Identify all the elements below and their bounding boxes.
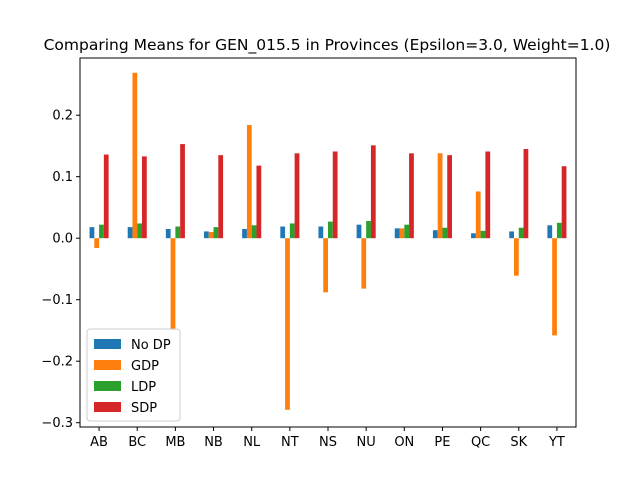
y-tick-label: −0.3: [41, 416, 73, 431]
bar-sk-gdp: [514, 238, 519, 276]
x-tick-label: NS: [319, 435, 337, 450]
bar-mb-sdp: [180, 144, 185, 239]
bar-ns-ldp: [328, 221, 333, 239]
bar-on-gdp: [399, 228, 405, 239]
legend-swatch-ldp: [94, 381, 121, 391]
bar-nu-no-dp: [356, 224, 362, 239]
bar-sk-ldp: [518, 227, 524, 239]
y-tick-label: 0.0: [52, 232, 73, 247]
bar-qc-ldp: [480, 230, 486, 239]
bar-on-ldp: [404, 224, 410, 239]
x-tick-label: YT: [548, 435, 565, 450]
x-tick-label: NL: [243, 435, 261, 450]
bar-nt-ldp: [289, 223, 295, 239]
bar-ab-ldp: [99, 224, 104, 239]
y-tick-label: 0.1: [52, 170, 73, 185]
y-axis: −0.3 −0.2 −0.1 0.0 0.1 0.2: [41, 109, 80, 431]
bar-yt-no-dp: [547, 225, 553, 239]
legend-label: No DP: [131, 338, 171, 353]
x-tick-label: MB: [165, 435, 185, 450]
plot-frame: [79, 57, 577, 428]
bar-nu-sdp: [370, 145, 376, 239]
legend: No DP GDP LDP SDP: [86, 328, 181, 422]
bar-pe-no-dp: [432, 230, 438, 239]
legend-swatch-sdp: [94, 402, 121, 412]
x-tick-label: NU: [357, 435, 376, 450]
x-tick-label: QC: [471, 435, 490, 450]
bars-group: [89, 72, 567, 410]
bar-yt-gdp: [552, 238, 557, 336]
bar-nu-ldp: [366, 220, 371, 239]
bar-nb-ldp: [213, 227, 219, 239]
bar-ab-sdp: [103, 154, 109, 239]
bar-nu-gdp: [361, 238, 367, 289]
bar-ns-gdp: [323, 238, 328, 293]
x-tick-label: ON: [394, 435, 414, 450]
bar-nb-sdp: [218, 155, 224, 239]
bar-sk-sdp: [523, 149, 529, 239]
y-tick-label: −0.2: [41, 355, 73, 370]
bar-qc-gdp: [475, 191, 481, 239]
bar-bc-sdp: [142, 156, 147, 239]
bar-on-sdp: [409, 153, 414, 239]
bar-yt-sdp: [561, 166, 567, 239]
bar-nt-no-dp: [280, 226, 286, 239]
bar-yt-ldp: [556, 222, 562, 239]
x-tick-label: NT: [281, 435, 299, 450]
legend-swatch-no-dp: [94, 339, 121, 349]
bar-nl-sdp: [256, 165, 262, 239]
bar-bc-no-dp: [127, 227, 133, 239]
bar-ab-gdp: [94, 238, 100, 249]
legend-label: GDP: [131, 359, 159, 374]
bar-bc-ldp: [137, 223, 142, 239]
bar-mb-no-dp: [165, 228, 171, 239]
bar-nl-no-dp: [242, 228, 247, 239]
bar-pe-sdp: [447, 155, 452, 239]
x-axis: AB BC MB NB NL NT NS NU ON PE QC SK YT: [90, 427, 565, 450]
legend-label: SDP: [131, 401, 157, 416]
x-tick-label: PE: [434, 435, 450, 450]
bar-nb-no-dp: [204, 231, 209, 239]
bar-qc-no-dp: [471, 233, 476, 239]
legend-swatch-gdp: [94, 360, 121, 370]
bar-mb-ldp: [175, 226, 181, 239]
legend-label: LDP: [131, 380, 156, 395]
y-tick-label: 0.2: [52, 109, 73, 124]
bar-nb-gdp: [208, 232, 214, 239]
bar-nl-ldp: [251, 225, 257, 239]
bar-pe-gdp: [437, 153, 443, 239]
bar-ns-sdp: [332, 151, 338, 239]
bar-nt-sdp: [294, 153, 300, 239]
bar-pe-ldp: [442, 227, 448, 239]
x-tick-label: NB: [204, 435, 223, 450]
legend-box: [86, 328, 181, 422]
bar-ns-no-dp: [318, 226, 324, 239]
bar-nl-gdp: [246, 125, 252, 239]
bar-bc-gdp: [132, 72, 138, 239]
bar-qc-sdp: [485, 151, 491, 239]
bar-nt-gdp: [285, 238, 290, 410]
y-tick-label: −0.1: [41, 293, 73, 308]
bar-sk-no-dp: [509, 231, 514, 239]
x-tick-label: BC: [128, 435, 146, 450]
chart-title: Comparing Means for GEN_015.5 in Provinc…: [44, 36, 611, 55]
bar-ab-no-dp: [89, 227, 95, 239]
bar-mb-gdp: [170, 238, 176, 330]
x-tick-label: SK: [510, 435, 527, 450]
x-tick-label: AB: [90, 435, 108, 450]
bar-on-no-dp: [394, 228, 400, 239]
